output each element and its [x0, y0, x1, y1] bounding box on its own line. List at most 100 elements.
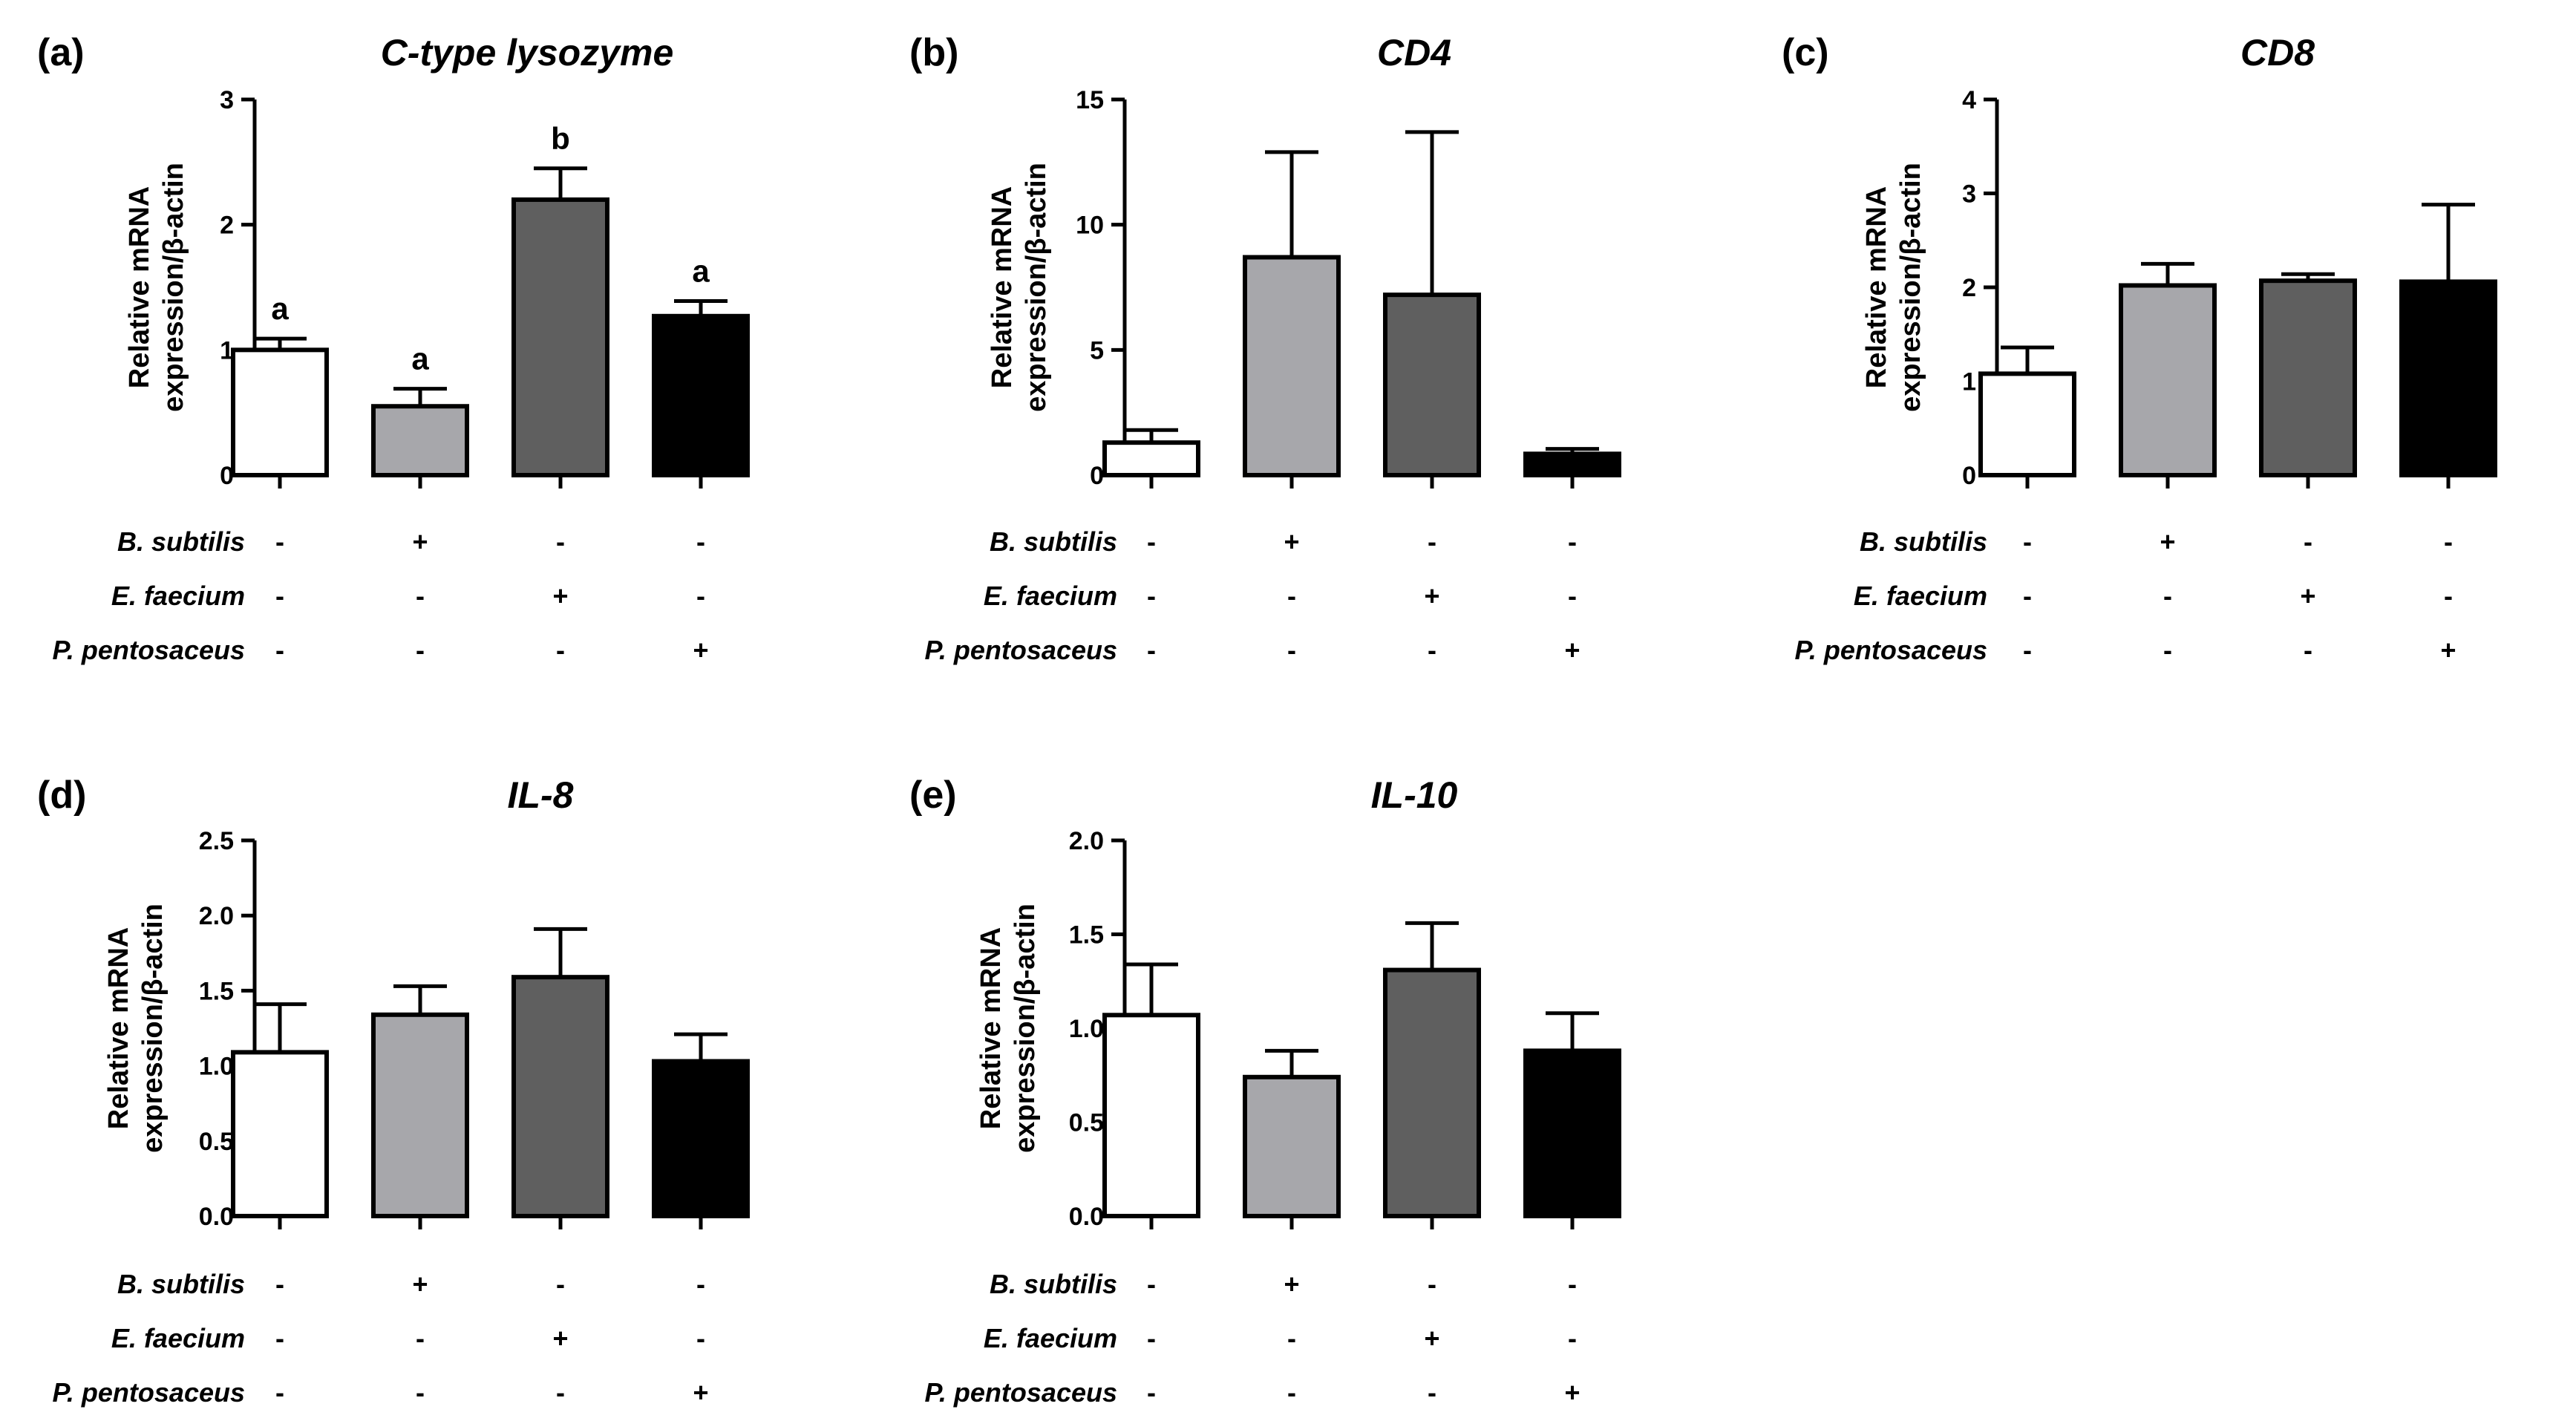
y-tick-label: 1	[220, 336, 234, 365]
y-tick-label: 0	[220, 462, 234, 490]
y-axis-label-line: Relative mRNA	[103, 927, 134, 1129]
bar	[652, 1059, 750, 1218]
y-axis-label: Relative mRNA expression/β-actin	[103, 904, 169, 1153]
treatment-symbol: -	[1287, 1323, 1296, 1353]
y-axis-label: Relative mRNA expression/β-actin	[975, 904, 1041, 1153]
y-tick-label: 1.0	[199, 1053, 234, 1081]
treatment-symbol: -	[1147, 635, 1156, 665]
bar	[231, 347, 329, 478]
condition-label: B. subtilis	[117, 1269, 245, 1299]
bar	[1523, 451, 1621, 477]
y-axis-label-line: expression/β-actin	[1021, 163, 1052, 412]
condition-label: E. faecium	[111, 1323, 245, 1353]
treatment-symbol: +	[412, 526, 428, 557]
treatment-symbol: -	[556, 635, 565, 665]
y-tick-label: 4	[1962, 86, 1976, 114]
condition-label: P. pentosaceus	[1795, 635, 1987, 665]
chart-panel-a: (a) C-type lysozyme 0 1 2 3 Relative mRNA expre…	[37, 31, 750, 665]
treatment-symbol: -	[1568, 1269, 1577, 1299]
condition-label: E. faecium	[1854, 581, 1987, 611]
condition-label: B. subtilis	[117, 526, 245, 557]
y-tick-label: 10	[1076, 212, 1104, 240]
y-tick-label: 0	[1090, 462, 1104, 490]
condition-label: B. subtilis	[990, 526, 1117, 557]
treatment-symbol: -	[275, 581, 284, 611]
treatment-symbol: -	[2444, 581, 2453, 611]
treatment-symbol: -	[2023, 635, 2032, 665]
treatment-symbol: -	[1568, 526, 1577, 557]
chart-panel-d: (d) IL-8 0.0 0.5 1.0 1.5 2.0 2.5 Relative mRNA ex…	[37, 774, 750, 1408]
condition-label: P. pentosaceus	[53, 1377, 245, 1408]
bar	[2259, 278, 2357, 477]
y-axis-label: Relative mRNA expression/β-actin	[1861, 163, 1926, 412]
treatment-symbol: +	[1284, 1269, 1299, 1299]
treatment-symbol: -	[275, 1269, 284, 1299]
chart-panel-e: (e) IL-10 0.0 0.5 1.0 1.5 2.0 Relative mRNA expr…	[909, 774, 1621, 1408]
y-tick-label: 1	[1962, 368, 1976, 396]
treatment-symbol: +	[1284, 526, 1299, 557]
y-tick-label: 0.5	[1069, 1109, 1104, 1137]
treatment-symbol: -	[1428, 1269, 1436, 1299]
panel-label: (e)	[909, 774, 957, 817]
treatment-symbol: -	[696, 1323, 705, 1353]
treatment-symbol: +	[2160, 526, 2175, 557]
treatment-symbol: +	[1424, 1323, 1439, 1353]
treatment-symbol: -	[1147, 581, 1156, 611]
bar	[371, 404, 469, 478]
treatment-symbol: -	[556, 526, 565, 557]
y-tick-label: 15	[1076, 86, 1104, 114]
treatment-symbol: -	[1147, 1269, 1156, 1299]
y-axis-label-line: expression/β-actin	[158, 163, 189, 412]
condition-label: P. pentosaceus	[925, 1377, 1117, 1408]
significance-letter: a	[692, 254, 710, 289]
y-tick-label: 1.0	[1069, 1015, 1104, 1043]
chart-title: IL-10	[1371, 774, 1458, 816]
y-axis-label-line: expression/β-actin	[137, 904, 169, 1153]
y-axis-label: Relative mRNA expression/β-actin	[987, 163, 1052, 412]
y-axis-label-line: Relative mRNA	[124, 186, 155, 388]
bar	[1102, 440, 1200, 477]
treatment-symbol: -	[1147, 1323, 1156, 1353]
panel-label: (c)	[1782, 31, 1829, 74]
treatment-symbol: -	[556, 1269, 565, 1299]
y-tick-label: 3	[220, 86, 234, 114]
treatment-symbol: -	[556, 1377, 565, 1408]
treatment-symbol: -	[1428, 1377, 1436, 1408]
y-axis-label-line: Relative mRNA	[1861, 186, 1892, 388]
y-tick-label: 0	[1962, 462, 1976, 490]
chart-panel-b: (b) CD4 0 5 10 15 Relative mRNA expression/β-ac…	[909, 31, 1621, 665]
y-axis-label-line: Relative mRNA	[975, 927, 1007, 1129]
bar	[2119, 283, 2217, 477]
bar	[1523, 1048, 1621, 1218]
treatment-symbol: -	[1147, 1377, 1156, 1408]
y-axis-label-line: expression/β-actin	[1895, 163, 1926, 412]
condition-label: P. pentosaceus	[925, 635, 1117, 665]
y-tick-label: 5	[1090, 336, 1104, 365]
y-axis-label-line: expression/β-actin	[1010, 904, 1041, 1153]
significance-letter: a	[411, 342, 429, 376]
treatment-symbol: -	[2023, 526, 2032, 557]
treatment-symbol: +	[552, 581, 568, 611]
bar	[371, 1012, 469, 1219]
bar	[511, 975, 609, 1218]
treatment-symbol: -	[1147, 526, 1156, 557]
bar	[1243, 255, 1341, 477]
y-tick-label: 1.5	[1069, 921, 1104, 950]
treatment-symbol: -	[416, 1323, 425, 1353]
panel-label: (a)	[37, 31, 85, 74]
treatment-symbol: -	[275, 526, 284, 557]
treatment-symbol: -	[416, 635, 425, 665]
y-axis-label: Relative mRNA expression/β-actin	[124, 163, 189, 412]
treatment-symbol: -	[1287, 635, 1296, 665]
chart-title: CD4	[1377, 32, 1451, 73]
treatment-symbol: -	[1568, 581, 1577, 611]
treatment-symbol: -	[2304, 635, 2312, 665]
y-tick-label: 2	[1962, 274, 1976, 302]
condition-label: E. faecium	[111, 581, 245, 611]
treatment-symbol: -	[275, 1377, 284, 1408]
y-axis-label-line: Relative mRNA	[987, 186, 1018, 388]
treatment-symbol: -	[275, 635, 284, 665]
y-tick-label: 2.0	[199, 902, 234, 930]
y-tick-label: 3	[1962, 180, 1976, 209]
treatment-symbol: +	[1424, 581, 1439, 611]
